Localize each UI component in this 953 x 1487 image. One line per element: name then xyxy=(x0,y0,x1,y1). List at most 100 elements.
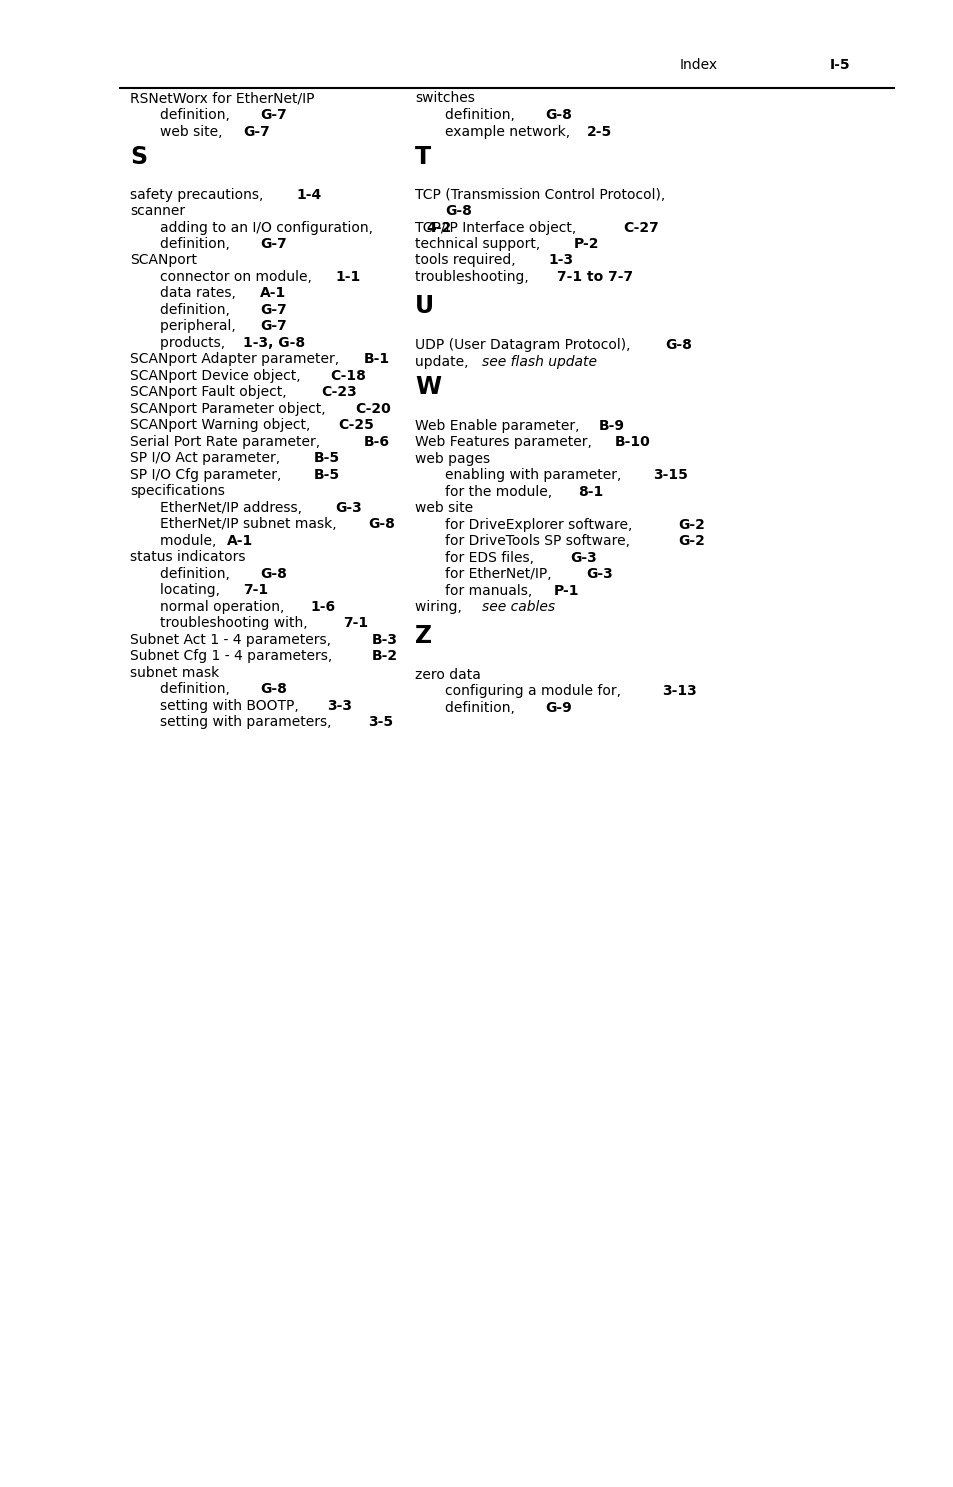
Text: SCANport Parameter object,: SCANport Parameter object, xyxy=(130,401,330,416)
Text: SCANport Warning object,: SCANport Warning object, xyxy=(130,418,314,433)
Text: setting with BOOTP,: setting with BOOTP, xyxy=(160,699,303,712)
Text: peripheral,: peripheral, xyxy=(160,320,240,333)
Text: Subnet Cfg 1 - 4 parameters,: Subnet Cfg 1 - 4 parameters, xyxy=(130,648,336,663)
Text: A-1: A-1 xyxy=(260,286,286,300)
Text: I-5: I-5 xyxy=(829,58,850,71)
Text: troubleshooting,: troubleshooting, xyxy=(415,271,533,284)
Text: SP I/O Cfg parameter,: SP I/O Cfg parameter, xyxy=(130,468,286,482)
Text: G-2: G-2 xyxy=(678,534,704,549)
Text: data rates,: data rates, xyxy=(160,286,240,300)
Text: for EtherNet/IP,: for EtherNet/IP, xyxy=(444,567,556,581)
Text: definition,: definition, xyxy=(444,109,518,122)
Text: switches: switches xyxy=(415,91,475,106)
Text: enabling with parameter,: enabling with parameter, xyxy=(444,468,625,482)
Text: W: W xyxy=(415,375,440,399)
Text: TCP/IP Interface object,: TCP/IP Interface object, xyxy=(415,222,580,235)
Text: B-3: B-3 xyxy=(372,633,397,647)
Text: B-2: B-2 xyxy=(372,648,397,663)
Text: B-6: B-6 xyxy=(363,436,389,449)
Text: T: T xyxy=(415,146,431,170)
Text: G-3: G-3 xyxy=(569,552,597,565)
Text: B-5: B-5 xyxy=(313,468,339,482)
Text: 4-2: 4-2 xyxy=(426,222,452,235)
Text: G-8: G-8 xyxy=(260,683,287,696)
Text: 3-15: 3-15 xyxy=(653,468,687,482)
Text: status indicators: status indicators xyxy=(130,550,245,564)
Text: SCANport: SCANport xyxy=(130,253,196,268)
Text: 7-1: 7-1 xyxy=(243,583,268,596)
Text: specifications: specifications xyxy=(130,483,225,498)
Text: 7-1 to 7-7: 7-1 to 7-7 xyxy=(557,271,632,284)
Text: Web Enable parameter,: Web Enable parameter, xyxy=(415,419,583,433)
Text: locating,: locating, xyxy=(160,583,224,596)
Text: Subnet Act 1 - 4 parameters,: Subnet Act 1 - 4 parameters, xyxy=(130,633,335,647)
Text: 1-4: 1-4 xyxy=(296,187,321,202)
Text: G-7: G-7 xyxy=(260,109,287,122)
Text: G-3: G-3 xyxy=(335,501,361,515)
Text: G-2: G-2 xyxy=(678,517,704,532)
Text: 1-3: 1-3 xyxy=(548,253,573,268)
Text: G-8: G-8 xyxy=(544,109,571,122)
Text: 8-1: 8-1 xyxy=(578,485,603,500)
Text: G-7: G-7 xyxy=(260,320,287,333)
Text: P-1: P-1 xyxy=(553,584,578,598)
Text: G-8: G-8 xyxy=(444,204,472,219)
Text: G-8: G-8 xyxy=(260,567,287,581)
Text: technical support,: technical support, xyxy=(415,236,544,251)
Text: 7-1: 7-1 xyxy=(343,616,368,630)
Text: G-7: G-7 xyxy=(260,303,287,317)
Text: EtherNet/IP address,: EtherNet/IP address, xyxy=(160,501,306,515)
Text: setting with parameters,: setting with parameters, xyxy=(160,715,335,729)
Text: Index: Index xyxy=(679,58,718,71)
Text: definition,: definition, xyxy=(160,236,234,251)
Text: 1-1: 1-1 xyxy=(335,271,360,284)
Text: SCANport Adapter parameter,: SCANport Adapter parameter, xyxy=(130,352,343,366)
Text: for EDS files,: for EDS files, xyxy=(444,552,537,565)
Text: products,: products, xyxy=(160,336,230,349)
Text: see flash update: see flash update xyxy=(481,355,596,369)
Text: definition,: definition, xyxy=(160,109,234,122)
Text: connector on module,: connector on module, xyxy=(160,271,315,284)
Text: definition,: definition, xyxy=(160,303,234,317)
Text: 3-13: 3-13 xyxy=(661,684,696,697)
Text: B-1: B-1 xyxy=(363,352,389,366)
Text: C-18: C-18 xyxy=(330,369,366,384)
Text: B-5: B-5 xyxy=(313,451,339,465)
Text: 1-6: 1-6 xyxy=(310,599,335,614)
Text: Serial Port Rate parameter,: Serial Port Rate parameter, xyxy=(130,436,324,449)
Text: U: U xyxy=(415,294,434,318)
Text: wiring,: wiring, xyxy=(415,599,466,614)
Text: example network,: example network, xyxy=(444,125,574,138)
Text: module,: module, xyxy=(160,534,220,549)
Text: G-9: G-9 xyxy=(544,700,571,715)
Text: 1-3, G-8: 1-3, G-8 xyxy=(243,336,305,349)
Text: C-27: C-27 xyxy=(622,222,659,235)
Text: UDP (User Datagram Protocol),: UDP (User Datagram Protocol), xyxy=(415,338,634,352)
Text: Z: Z xyxy=(415,625,432,648)
Text: safety precautions,: safety precautions, xyxy=(130,187,268,202)
Text: 3-5: 3-5 xyxy=(368,715,393,729)
Text: RSNetWorx for EtherNet/IP: RSNetWorx for EtherNet/IP xyxy=(130,91,314,106)
Text: G-3: G-3 xyxy=(586,567,613,581)
Text: definition,: definition, xyxy=(160,567,234,581)
Text: for manuals,: for manuals, xyxy=(444,584,536,598)
Text: see cables: see cables xyxy=(481,599,555,614)
Text: C-25: C-25 xyxy=(338,418,374,433)
Text: S: S xyxy=(130,146,147,170)
Text: normal operation,: normal operation, xyxy=(160,599,289,614)
Text: G-8: G-8 xyxy=(664,338,691,352)
Text: G-7: G-7 xyxy=(260,236,287,251)
Text: troubleshooting with,: troubleshooting with, xyxy=(160,616,312,630)
Text: web site,: web site, xyxy=(160,125,227,138)
Text: for the module,: for the module, xyxy=(444,485,556,500)
Text: SCANport Fault object,: SCANport Fault object, xyxy=(130,385,291,399)
Text: SCANport Device object,: SCANport Device object, xyxy=(130,369,305,384)
Text: P-2: P-2 xyxy=(573,236,598,251)
Text: C-20: C-20 xyxy=(355,401,391,416)
Text: B-10: B-10 xyxy=(615,436,650,449)
Text: tools required,: tools required, xyxy=(415,253,519,268)
Text: update,: update, xyxy=(415,355,473,369)
Text: adding to an I/O configuration,: adding to an I/O configuration, xyxy=(160,222,377,235)
Text: SP I/O Act parameter,: SP I/O Act parameter, xyxy=(130,451,284,465)
Text: for DriveTools SP software,: for DriveTools SP software, xyxy=(444,534,634,549)
